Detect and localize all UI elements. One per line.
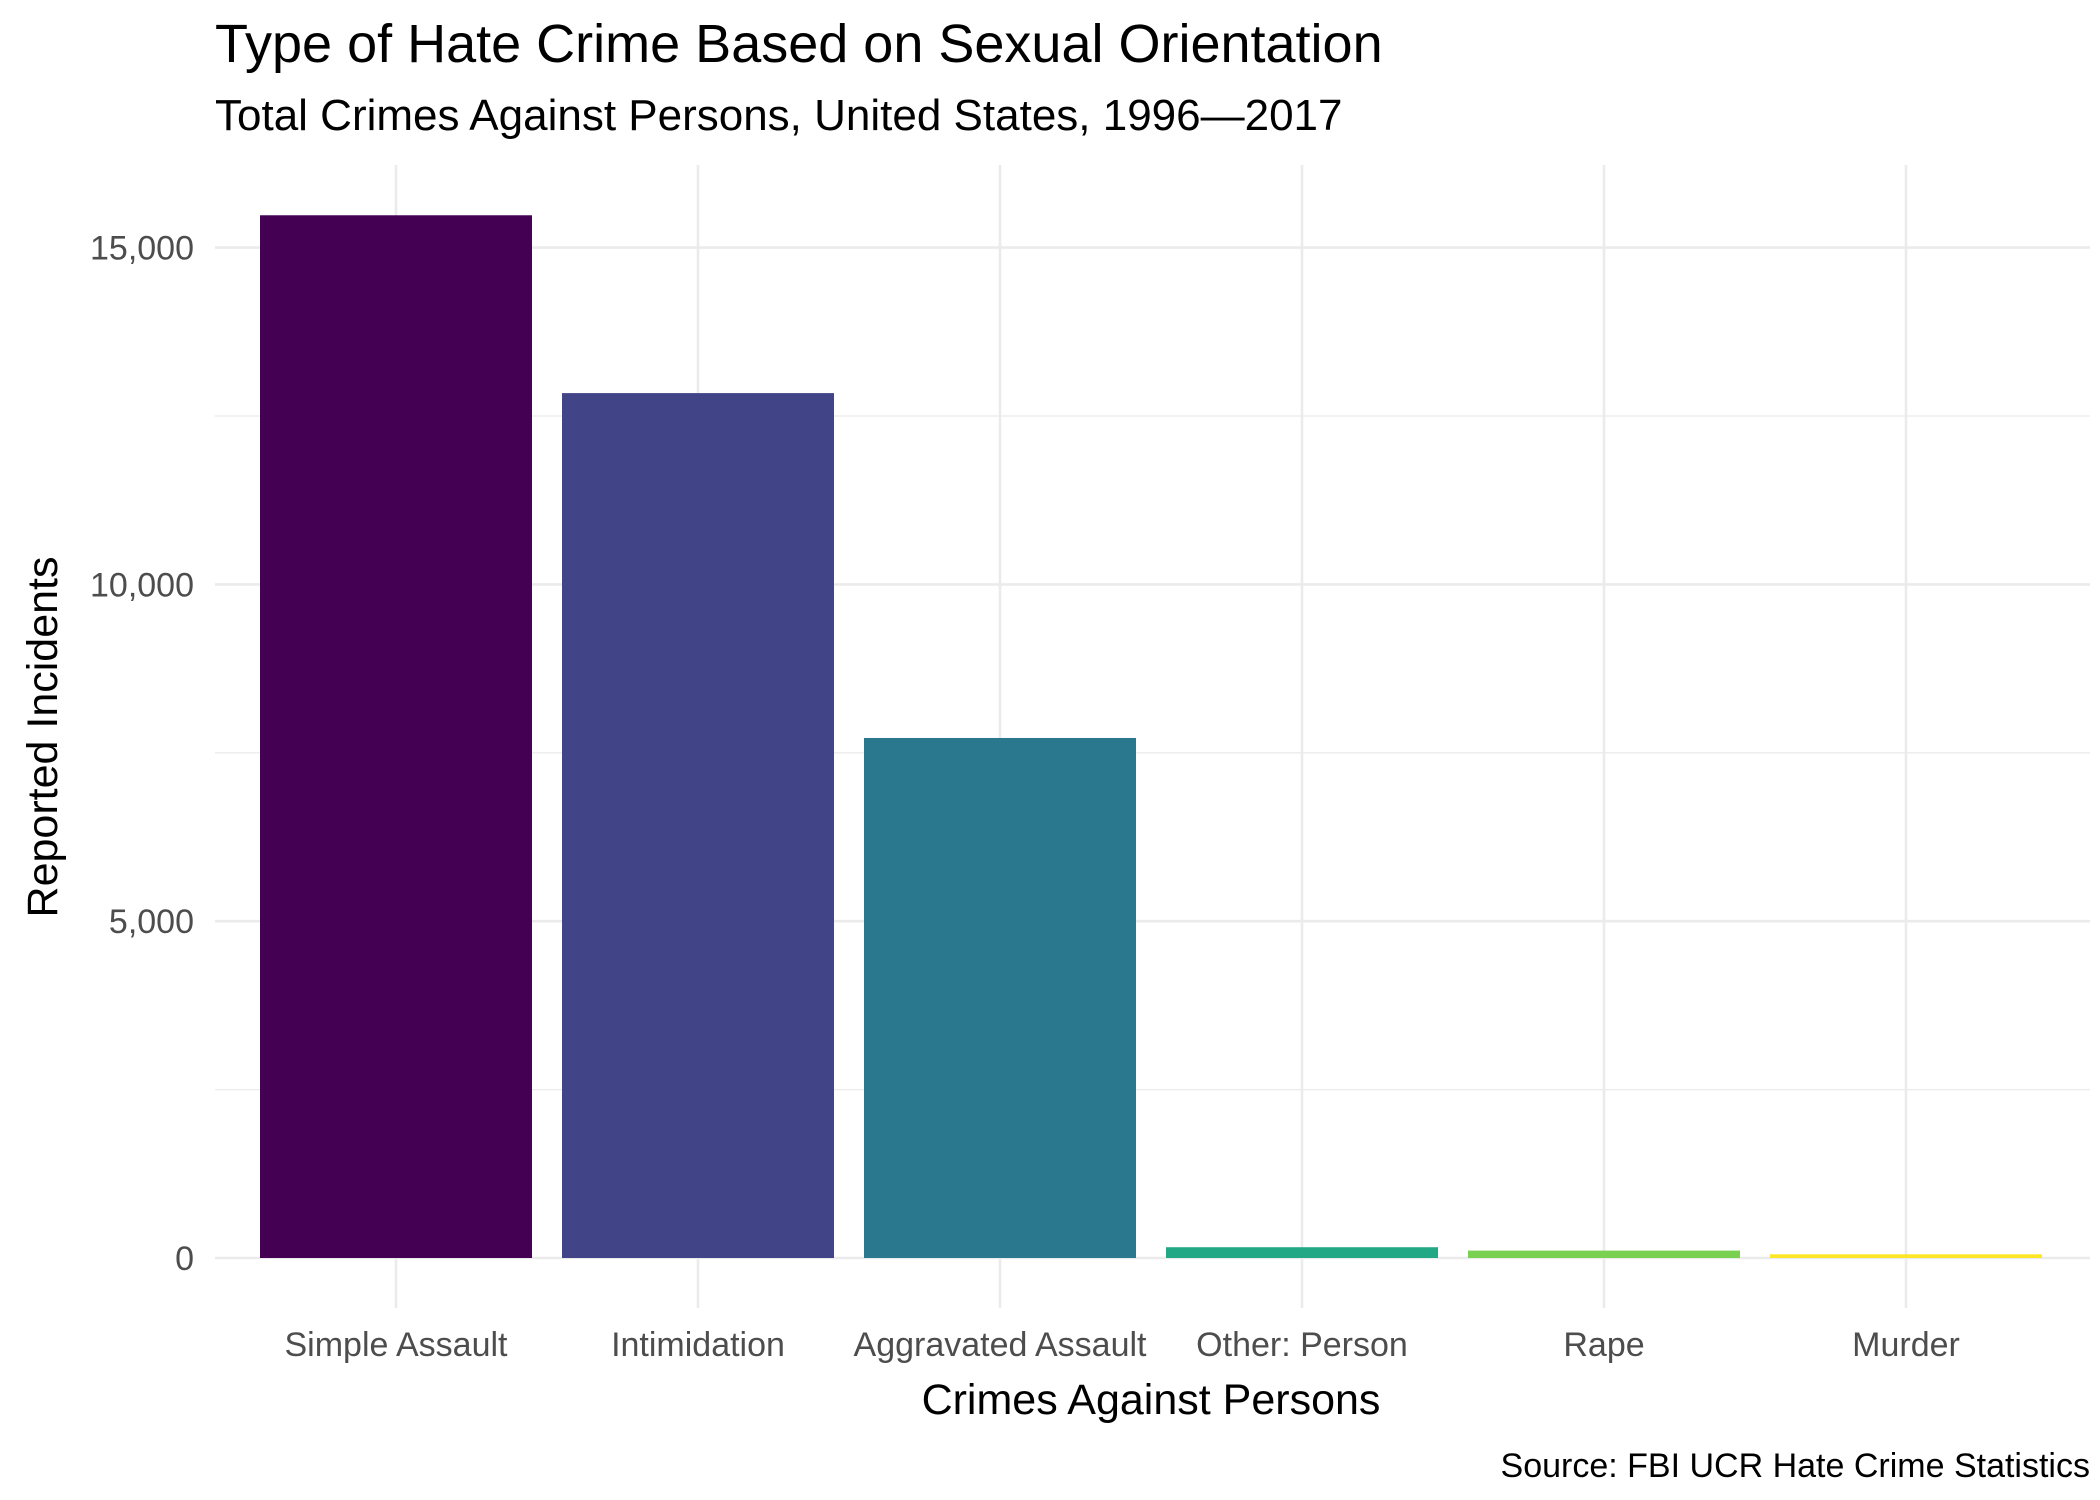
bar-murder bbox=[1770, 1254, 2042, 1258]
x-tick-label: Murder bbox=[1852, 1326, 1960, 1364]
x-axis-tick-labels: Simple Assault Intimidation Aggravated Ass… bbox=[285, 1326, 1960, 1364]
x-tick-label: Aggravated Assault bbox=[854, 1326, 1148, 1364]
x-tick-label: Other: Person bbox=[1196, 1326, 1408, 1364]
bar-aggravated-assault bbox=[864, 737, 1136, 1258]
chart-subtitle: Total Crimes Against Persons, United Sta… bbox=[215, 91, 1343, 140]
source-caption: Source: FBI UCR Hate Crime Statistics bbox=[1501, 1447, 2090, 1485]
y-axis-title: Reported Incidents bbox=[19, 557, 67, 918]
bar-intimidation bbox=[562, 393, 834, 1258]
y-tick-label: 0 bbox=[175, 1240, 194, 1278]
chart-title: Type of Hate Crime Based on Sexual Orien… bbox=[215, 14, 1383, 74]
y-tick-label: 10,000 bbox=[90, 566, 194, 604]
bar-other-person bbox=[1166, 1247, 1438, 1258]
y-tick-label: 15,000 bbox=[90, 230, 194, 268]
x-tick-label: Simple Assault bbox=[285, 1326, 509, 1364]
bar-rape bbox=[1468, 1250, 1740, 1258]
x-tick-label: Intimidation bbox=[611, 1326, 785, 1364]
bar-simple-assault bbox=[260, 215, 532, 1258]
x-axis-title: Crimes Against Persons bbox=[922, 1376, 1381, 1424]
bars bbox=[260, 215, 2042, 1258]
x-tick-label: Rape bbox=[1563, 1326, 1644, 1364]
y-axis-tick-labels: 0 5,000 10,000 15,000 bbox=[90, 230, 194, 1278]
y-tick-label: 5,000 bbox=[109, 903, 194, 941]
